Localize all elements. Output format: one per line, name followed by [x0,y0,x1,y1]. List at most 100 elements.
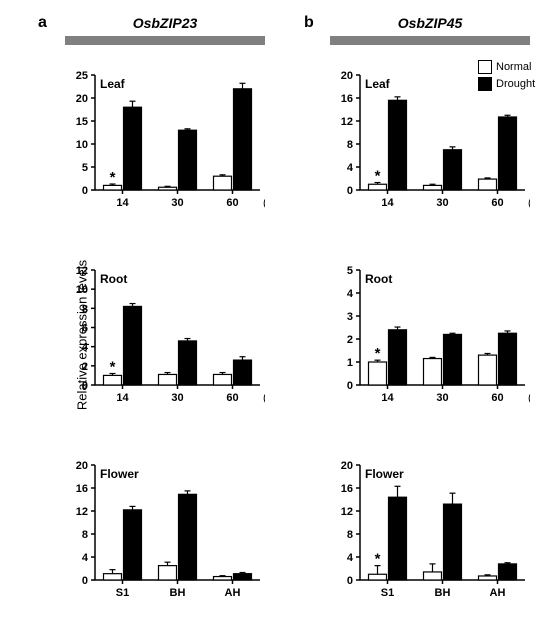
svg-text:4: 4 [347,162,354,174]
svg-text:14: 14 [116,392,129,404]
svg-text:12: 12 [341,506,353,518]
svg-text:4: 4 [347,288,354,300]
svg-text:20: 20 [341,70,353,82]
svg-text:25: 25 [76,70,88,82]
svg-text:16: 16 [341,483,353,495]
chart-a-leaf: 0 5 10 15 20 25 Leaf 14* 30 60 (DAG) [65,65,265,215]
bar-normal [104,574,122,580]
svg-text:AH: AH [225,587,241,599]
panel-a-flower: 048121620FlowerS1BHAH [65,455,265,605]
svg-text:8: 8 [347,529,353,541]
star-icon: * [110,359,116,376]
svg-text:5: 5 [82,162,88,174]
svg-text:0: 0 [82,380,88,392]
svg-text:BH: BH [435,587,451,599]
bar-drought [499,564,517,580]
svg-text:20: 20 [341,460,353,472]
svg-text:30: 30 [171,197,183,209]
chart-b-root: 012345Root14*3060(DAG) [330,260,530,410]
tissue-label: Flower [365,467,404,481]
svg-text:30: 30 [436,392,448,404]
svg-text:4: 4 [82,342,89,354]
svg-text:30: 30 [436,197,448,209]
header-bar-b [330,36,530,45]
svg-text:10: 10 [76,139,88,151]
bar-drought [179,341,197,385]
svg-text:6: 6 [82,323,88,335]
svg-text:0: 0 [347,185,353,197]
svg-text:2: 2 [347,334,353,346]
bar-drought [234,360,252,385]
tissue-label: Leaf [100,77,126,91]
bar-drought [389,330,407,385]
x-unit-label: (DAG) [263,197,265,209]
bar-normal [159,374,177,385]
panel-b-root: 012345Root14*3060(DAG) [330,260,530,410]
svg-text:8: 8 [347,139,353,151]
bar-normal [479,355,497,385]
svg-text:10: 10 [76,284,88,296]
figure: { "labels": {"a":"a","b":"b","rel":"Rela… [0,0,560,643]
svg-text:8: 8 [82,529,88,541]
bar-drought [179,130,197,190]
bar-normal [479,179,497,190]
panel-label-a: a [38,14,47,32]
svg-text:20: 20 [76,93,88,105]
svg-text:14: 14 [116,197,129,209]
bar-normal [159,187,177,190]
tissue-label: Flower [100,467,139,481]
x-unit-label: (DAG) [528,392,530,404]
svg-text:20: 20 [76,460,88,472]
bar-drought [444,150,462,190]
bar-drought [444,504,462,580]
svg-text:5: 5 [347,265,353,277]
bar-drought [234,89,252,190]
bar-drought [499,333,517,385]
bar-normal [369,574,387,580]
header-bar-a [65,36,265,45]
svg-text:BH: BH [170,587,186,599]
svg-text:60: 60 [491,392,503,404]
svg-text:15: 15 [76,116,88,128]
svg-text:16: 16 [341,93,353,105]
svg-text:0: 0 [347,380,353,392]
panel-label-b: b [304,14,314,32]
bar-normal [214,176,232,190]
x-unit-label: (DAG) [263,392,265,404]
bar-normal [424,572,442,580]
panel-a-root: 024681012Root14*3060(DAG) [65,260,265,410]
bar-drought [444,334,462,385]
bar-drought [499,117,517,190]
bar-normal [104,185,122,190]
bar-normal [479,576,497,580]
bar-drought [389,497,407,580]
bar-normal [159,566,177,580]
bar-normal [424,185,442,190]
svg-text:14: 14 [381,197,394,209]
bar-normal [214,577,232,580]
bar-normal [214,374,232,385]
svg-text:AH: AH [490,587,506,599]
svg-text:8: 8 [82,303,88,315]
star-icon: * [110,169,116,186]
chart-a-root: 024681012Root14*3060(DAG) [65,260,265,410]
bar-drought [124,107,142,190]
svg-text:12: 12 [76,265,88,277]
chart-b-leaf: 048121620Leaf14*3060(DAG) [330,65,530,215]
svg-text:S1: S1 [116,587,129,599]
bar-drought [234,574,252,580]
svg-text:60: 60 [226,197,238,209]
svg-text:2: 2 [82,361,88,373]
bar-normal [104,375,122,385]
svg-text:14: 14 [381,392,394,404]
svg-text:0: 0 [82,185,88,197]
tissue-label: Root [365,272,392,286]
bar-normal [369,184,387,190]
bar-drought [124,510,142,580]
svg-text:16: 16 [76,483,88,495]
star-icon: * [375,345,381,362]
svg-text:4: 4 [82,552,89,564]
panel-b-leaf: 048121620Leaf14*3060(DAG) [330,65,530,215]
tissue-label: Root [100,272,127,286]
bar-drought [124,306,142,385]
